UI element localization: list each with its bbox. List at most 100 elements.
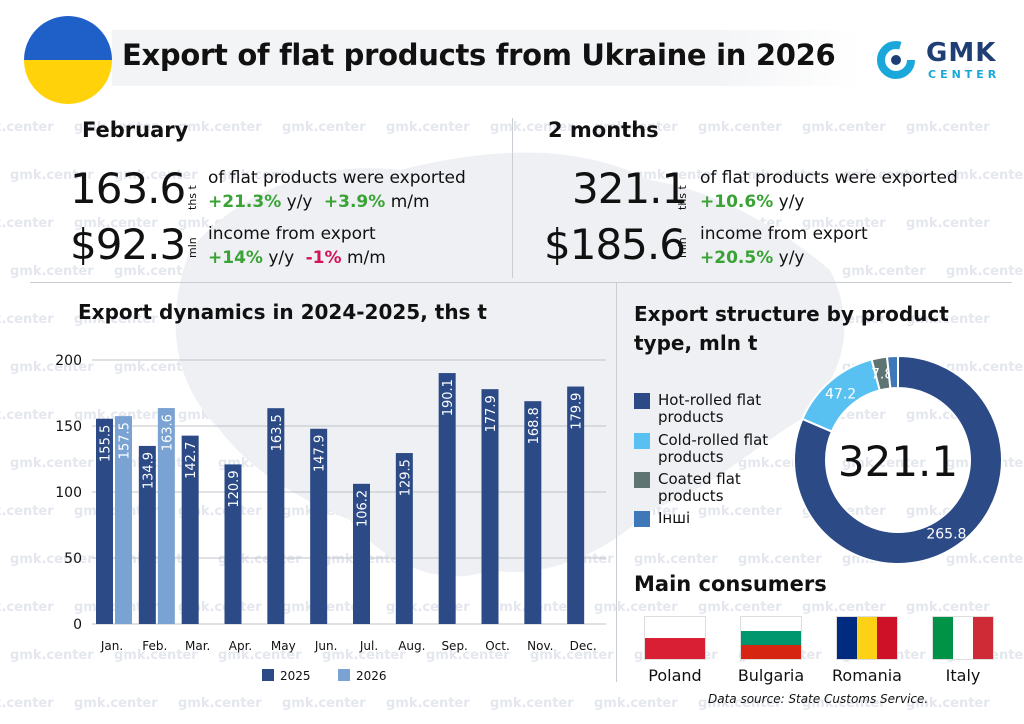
y-tick-label: 0	[73, 617, 82, 633]
flag-italy-icon	[932, 616, 994, 660]
donut-center-total: 321.1	[838, 437, 958, 486]
bar-value-label: 142.7	[184, 442, 199, 479]
flag-romania-icon	[836, 616, 898, 660]
donut-legend-item: Cold-rolled flat products	[634, 432, 784, 466]
bar-value-label: 120.9	[227, 470, 242, 507]
consumer-name: Poland	[648, 666, 702, 685]
legend-label-2026: 2026	[356, 669, 387, 683]
february-volume-yy-label: y/y	[286, 192, 313, 212]
watermark-text: gmk.center	[802, 120, 886, 135]
logo-sub-text: CENTER	[928, 68, 1001, 81]
bar-value-label: 179.9	[570, 393, 585, 430]
watermark-text: gmk.center	[906, 120, 990, 135]
watermark-text: gmk.center	[0, 312, 54, 327]
donut-slice	[793, 354, 1003, 565]
two-months-income-yy: +20.5%	[700, 248, 774, 268]
x-tick-label: Nov.	[527, 639, 553, 653]
legend-label: Coated flat products	[658, 470, 741, 505]
consumers-title: Main consumers	[634, 572, 827, 596]
watermark-text: gmk.center	[0, 696, 54, 711]
consumer-name: Romania	[832, 666, 902, 685]
bar-chart: 0 50 100 150 200 Jan. 155.5 157.5 Feb. 134.9 163.6…	[55, 353, 606, 683]
x-tick-label: Jul.	[359, 639, 378, 653]
february-volume-yy: +21.3%	[208, 192, 282, 212]
bar-value-label: 129.5	[398, 459, 413, 496]
consumer-romania: Romania	[822, 616, 912, 685]
two-months-income-text: income from export	[700, 224, 868, 244]
watermark-text: gmk.center	[802, 600, 886, 615]
february-volume-unit: ths t	[186, 185, 199, 210]
two-months-volume: 321.1	[572, 164, 688, 213]
consumer-poland: Poland	[630, 616, 720, 685]
february-income: $92.3	[70, 220, 186, 269]
two-months-volume-unit: ths t	[676, 185, 689, 210]
donut-legend-item: Інші	[634, 510, 784, 527]
watermark-text: gmk.center	[0, 216, 54, 231]
bar-2025	[310, 428, 328, 624]
watermark-text: gmk.center	[842, 264, 926, 279]
bar-2025	[395, 453, 413, 624]
two-months-income-change: +20.5% y/y	[700, 248, 805, 268]
watermark-text: gmk.center	[490, 696, 574, 711]
february-income-unit: mln	[186, 237, 199, 258]
x-tick-label: Sep.	[441, 639, 467, 653]
bar-2025	[138, 445, 156, 624]
legend-swatch	[634, 393, 650, 409]
legend-label: Інші	[658, 509, 691, 527]
watermark-text: gmk.center	[74, 696, 158, 711]
title-bar	[112, 30, 862, 86]
watermark-text: gmk.center	[634, 552, 718, 567]
bar-value-label: 163.6	[160, 414, 175, 451]
two-months-volume-text: of flat products were exported	[700, 168, 958, 188]
watermark-text: gmk.center	[178, 120, 262, 135]
legend-swatch-2026	[338, 669, 350, 681]
consumer-name: Italy	[945, 666, 981, 685]
bar-2025	[567, 386, 585, 624]
legend-swatch	[634, 472, 650, 488]
bar-2026	[157, 408, 175, 624]
watermark-text: gmk.center	[906, 600, 990, 615]
two-months-income-unit: mln	[676, 237, 689, 258]
stats-divider	[512, 118, 513, 278]
bar-2025	[96, 418, 113, 624]
flag-poland-icon	[644, 616, 706, 660]
bar-2025	[181, 435, 199, 624]
bar-2025	[267, 408, 285, 624]
bar-2025	[481, 389, 499, 624]
two-months-volume-yy-label: y/y	[778, 192, 805, 212]
x-tick-label: Aug.	[398, 639, 425, 653]
legend-label-2025: 2025	[280, 669, 311, 683]
bar-2025	[524, 401, 542, 624]
donut-chart-title: Export structure by product type, mln t	[634, 302, 949, 355]
bar-value-label: 147.9	[313, 435, 328, 472]
watermark-text: gmk.center	[282, 120, 366, 135]
bar-value-label: 163.5	[270, 414, 285, 451]
february-income-text: income from export	[208, 224, 376, 244]
bar-value-label: 190.1	[441, 379, 456, 416]
bar-value-label: 134.9	[141, 452, 156, 489]
consumer-name: Bulgaria	[737, 666, 805, 685]
x-tick-label: Dec.	[570, 639, 597, 653]
bar-chart-title: Export dynamics in 2024-2025, ths t	[78, 300, 487, 324]
y-tick-label: 200	[55, 353, 82, 369]
watermark-text: gmk.center	[634, 360, 718, 375]
february-title: February	[82, 118, 189, 142]
bar-value-label: 157.5	[118, 422, 133, 459]
x-tick-label: Feb.	[142, 639, 167, 653]
x-tick-label: May	[271, 639, 296, 653]
x-tick-label: Jun.	[314, 639, 338, 653]
consumer-italy: Italy	[918, 616, 1008, 685]
february-income-mm: -1%	[305, 248, 342, 268]
watermark-text: gmk.center	[594, 696, 678, 711]
bar-value-label: 106.2	[356, 490, 371, 527]
donut-legend-item: Hot-rolled flat products	[634, 392, 784, 426]
february-income-yy: +14%	[208, 248, 263, 268]
legend-label: Hot-rolled flat products	[658, 391, 762, 426]
watermark-text: gmk.center	[282, 696, 366, 711]
bar-value-label: 177.9	[484, 395, 499, 432]
watermark-text: gmk.center	[906, 216, 990, 231]
data-source: Data source: State Customs Service.	[708, 692, 929, 706]
legend-swatch	[634, 511, 650, 527]
chart-divider	[616, 282, 617, 682]
